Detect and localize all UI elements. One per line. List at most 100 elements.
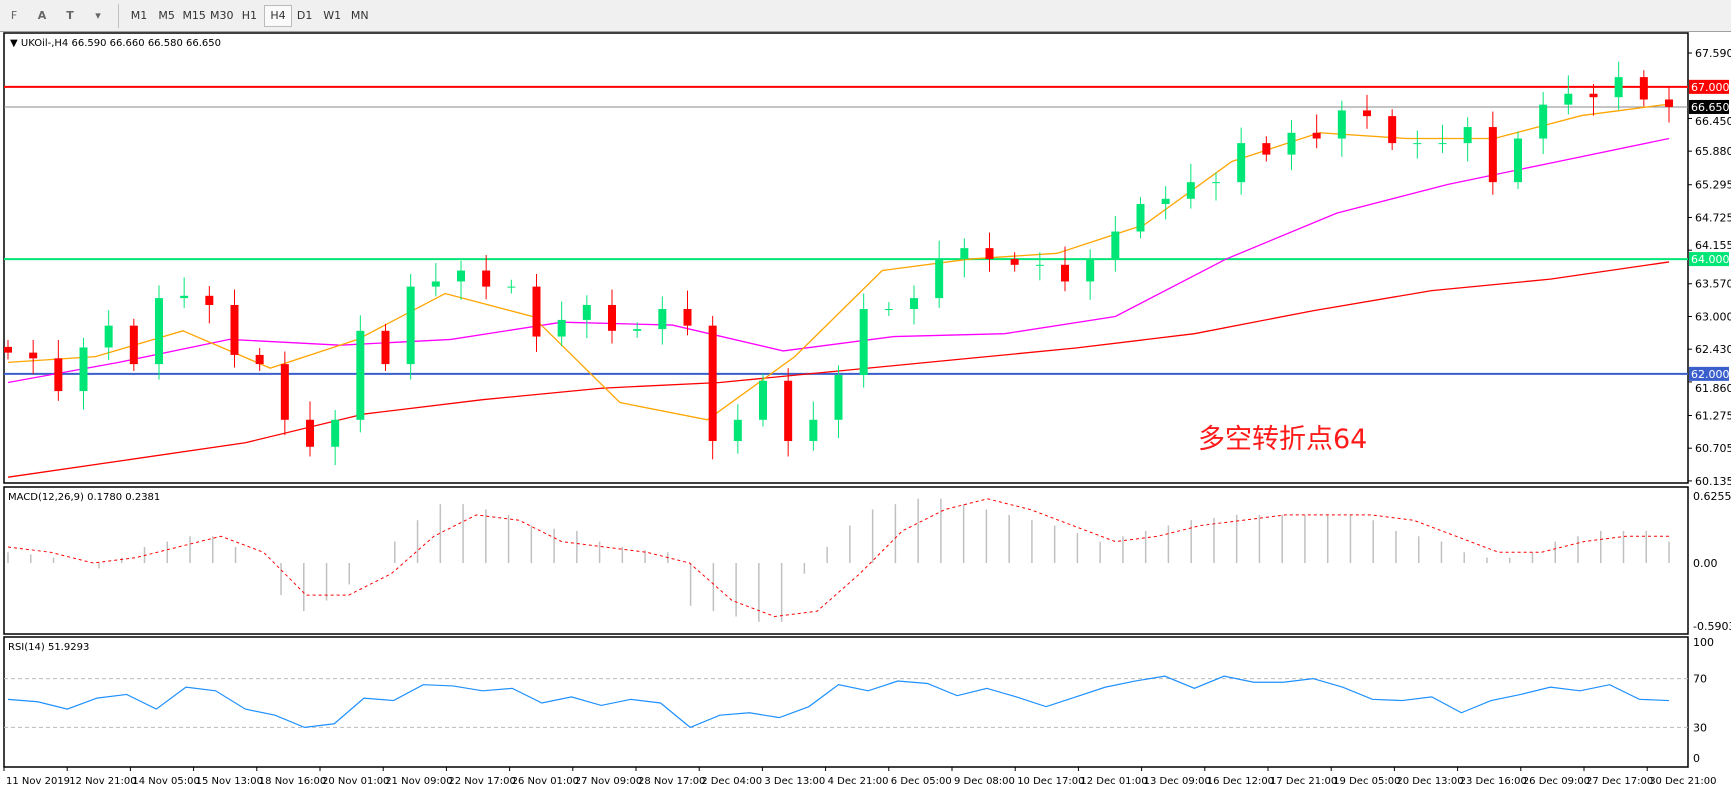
candle-body: [205, 295, 214, 305]
price-tick-label: 63.570: [1695, 278, 1731, 291]
candle-body: [1589, 93, 1598, 98]
time-tick-label: 23 Dec 16:00: [1460, 776, 1527, 787]
candle-body: [180, 295, 189, 299]
time-tick-label: 26 Nov 01:00: [512, 776, 579, 787]
candle-body: [381, 330, 390, 365]
candle-body: [834, 375, 843, 420]
candle-body: [457, 270, 465, 282]
rsi-pane: [3, 636, 1689, 768]
timeframe-w1[interactable]: W1: [323, 9, 342, 22]
price-tick-label: 64.725: [1695, 211, 1731, 224]
candle-body: [1539, 104, 1548, 139]
candle-body: [1614, 77, 1623, 98]
candle-body: [1035, 264, 1044, 266]
macd-title: MACD(12,26,9) 0.1780 0.2381: [8, 492, 160, 503]
candle-body: [859, 309, 868, 376]
text-label-icon[interactable]: T: [66, 9, 74, 22]
candle-body: [1061, 264, 1069, 282]
arrows-icon[interactable]: ▾: [95, 9, 101, 22]
level-price-tag: [1689, 252, 1729, 267]
candle-body: [1262, 143, 1271, 155]
candle-body: [960, 248, 969, 260]
time-tick-label: 6 Dec 05:00: [891, 776, 952, 787]
rsi-tick-label: 70: [1693, 673, 1707, 686]
price-tick-label: 65.880: [1695, 145, 1731, 158]
time-tick-label: 3 Dec 13:00: [764, 776, 825, 787]
time-tick-label: 20 Nov 01:00: [322, 776, 389, 787]
time-tick-label: 28 Nov 17:00: [638, 776, 705, 787]
text-icon[interactable]: A: [37, 9, 47, 22]
timeframe-h4[interactable]: H4: [264, 5, 292, 27]
moving-average-ma-mid: [7, 137, 1670, 384]
candle-body: [784, 380, 793, 442]
time-tick-label: 9 Dec 08:00: [954, 776, 1015, 787]
price-tick-label: 60.135: [1695, 475, 1731, 488]
price-tick-label: 67.590: [1695, 47, 1731, 60]
candle-body: [1363, 110, 1371, 117]
time-tick-label: 27 Dec 17:00: [1586, 776, 1653, 787]
candle-body: [230, 304, 239, 355]
candle-body: [129, 325, 138, 365]
timeframe-mn[interactable]: MN: [350, 9, 369, 22]
candle-body: [356, 330, 365, 420]
time-tick-label: 30 Dec 21:00: [1649, 776, 1716, 787]
grid-icon[interactable]: F: [10, 9, 18, 22]
candle-body: [4, 346, 12, 353]
candle-body: [633, 329, 642, 331]
rsi-title: RSI(14) 51.9293: [8, 642, 89, 653]
rsi-line: [7, 675, 1670, 729]
candle-body: [1287, 132, 1296, 155]
candle-body: [1514, 138, 1522, 183]
candle-body: [1438, 143, 1447, 145]
symbol-title: ▼ UKOil-,H4 66.590 66.660 66.580 66.650: [10, 38, 221, 49]
time-tick-label: 2 Dec 04:00: [701, 776, 762, 787]
timeframe-m5[interactable]: M5: [158, 9, 175, 22]
rsi-tick-label: 30: [1693, 721, 1707, 734]
candle-body: [507, 286, 516, 288]
candle-body: [582, 304, 591, 320]
rsi-tick-label: 100: [1693, 636, 1714, 649]
candle-body: [331, 419, 340, 447]
candle-body: [985, 248, 994, 260]
time-tick-label: 26 Dec 09:00: [1523, 776, 1590, 787]
price-tick-label: 61.275: [1695, 409, 1731, 422]
candle-body: [1413, 143, 1422, 145]
candle-body: [255, 354, 264, 365]
candle-body: [708, 325, 717, 442]
candle-body: [608, 304, 616, 331]
time-tick-label: 20 Dec 13:00: [1396, 776, 1463, 787]
candle-body: [658, 309, 667, 330]
level-price-label: 62.000: [1691, 368, 1730, 381]
current-price-label: 66.650: [1691, 101, 1730, 114]
time-tick-label: 19 Dec 05:00: [1333, 776, 1400, 787]
time-tick-label: 11 Nov 2019: [6, 776, 70, 787]
candle-body: [557, 319, 566, 337]
timeframe-h1[interactable]: H1: [241, 9, 258, 22]
timeframe-m1[interactable]: M1: [130, 9, 148, 22]
timeframe-d1[interactable]: D1: [296, 9, 313, 22]
time-tick-label: 27 Nov 09:00: [575, 776, 642, 787]
time-tick-label: 13 Dec 09:00: [1144, 776, 1211, 787]
candle-body: [29, 352, 38, 359]
level-price-tag: [1689, 79, 1729, 94]
candle-body: [1639, 77, 1648, 100]
time-tick-label: 17 Dec 21:00: [1270, 776, 1337, 787]
macd-tick-label: 0.6255: [1693, 490, 1731, 503]
candle-body: [155, 298, 163, 365]
price-tick-label: 65.295: [1695, 179, 1731, 192]
macd-signal-line: [7, 498, 1669, 618]
candle-body: [1186, 182, 1195, 199]
price-tick-label: 63.000: [1695, 310, 1731, 323]
candle-body: [79, 347, 88, 392]
candle-body: [280, 364, 289, 420]
main-pane: [3, 32, 1689, 484]
candle-body: [1388, 116, 1397, 144]
timeframe-m15[interactable]: M15: [182, 9, 206, 22]
time-tick-label: 18 Nov 16:00: [259, 776, 326, 787]
macd-pane: [3, 486, 1689, 635]
timeframe-m30[interactable]: M30: [210, 9, 234, 22]
toolbar: F A T ▾ M1 M5 M15 M30 H1 H4 D1 W1 MN: [0, 0, 1731, 32]
time-tick-label: 14 Nov 05:00: [132, 776, 199, 787]
candle-body: [809, 419, 818, 442]
